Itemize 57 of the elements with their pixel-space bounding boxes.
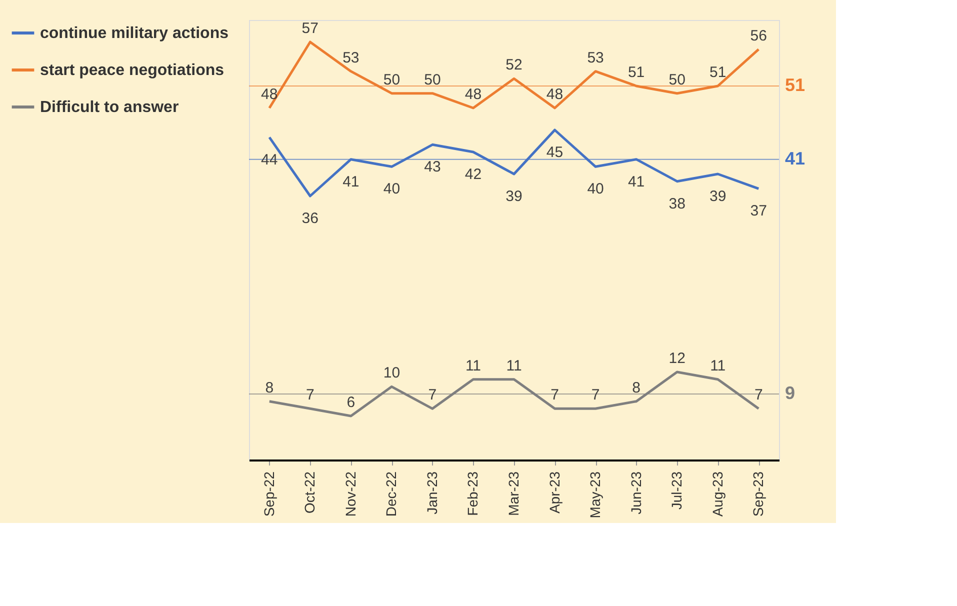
data-label: 45 [546,144,564,161]
data-label: 11 [465,357,482,374]
data-label: 50 [668,71,686,88]
x-tick-label: May-23 [587,471,604,518]
data-label: 38 [668,195,686,212]
data-label: 8 [265,379,274,396]
x-tick-label: Sep-23 [750,471,766,517]
data-label: 36 [302,210,318,227]
data-label: 7 [306,386,314,404]
data-label: 53 [587,49,604,66]
legend-label: Difficult to answer [40,99,179,116]
ref-line-label: 41 [785,148,806,168]
x-tick-label: Apr-23 [546,471,562,514]
data-label: 51 [628,64,645,81]
ref-line-label: 51 [785,75,806,95]
data-label: 37 [750,202,767,220]
data-label: 11 [710,357,726,374]
x-tick-label: Mar-23 [506,471,522,516]
data-label: 50 [383,71,400,88]
data-label: 40 [587,180,604,198]
data-label: 11 [506,357,522,374]
data-label: 50 [424,71,441,88]
x-tick-label: Oct-22 [302,471,318,514]
ref-line-label: 9 [785,383,796,403]
data-label: 48 [464,86,482,103]
legend-label: continue military actions [40,25,229,42]
data-label: 43 [424,158,441,176]
data-label: 51 [710,64,726,81]
x-tick-label: Dec-22 [383,471,400,517]
data-label: 39 [506,188,522,205]
data-label: 52 [506,56,522,74]
data-label: 41 [342,173,360,190]
legend-label: start peace negotiations [40,62,224,79]
data-label: 41 [628,173,645,190]
data-label: 7 [754,386,763,404]
data-label: 39 [710,188,726,205]
data-label: 40 [383,180,400,198]
data-label: 48 [261,86,278,103]
data-label: 7 [591,386,600,404]
data-label: 48 [546,86,564,103]
x-tick-label: Jan-23 [424,471,440,514]
x-tick-label: Nov-22 [342,471,358,517]
data-label: 8 [632,379,640,396]
x-tick-label: Jul-23 [668,471,685,510]
x-tick-label: Sep-22 [260,471,277,517]
data-label: 42 [464,166,482,183]
data-label: 10 [383,364,400,382]
data-label: 12 [668,350,686,367]
data-label: 53 [342,49,360,66]
x-tick-label: Jun-23 [628,471,644,514]
data-label: 7 [550,386,559,404]
data-label: 57 [302,20,318,37]
data-label: 56 [750,27,767,44]
x-tick-label: Feb-23 [464,471,481,516]
data-label: 7 [428,386,437,404]
x-tick-label: Aug-23 [709,471,726,517]
data-label: 6 [346,394,356,411]
